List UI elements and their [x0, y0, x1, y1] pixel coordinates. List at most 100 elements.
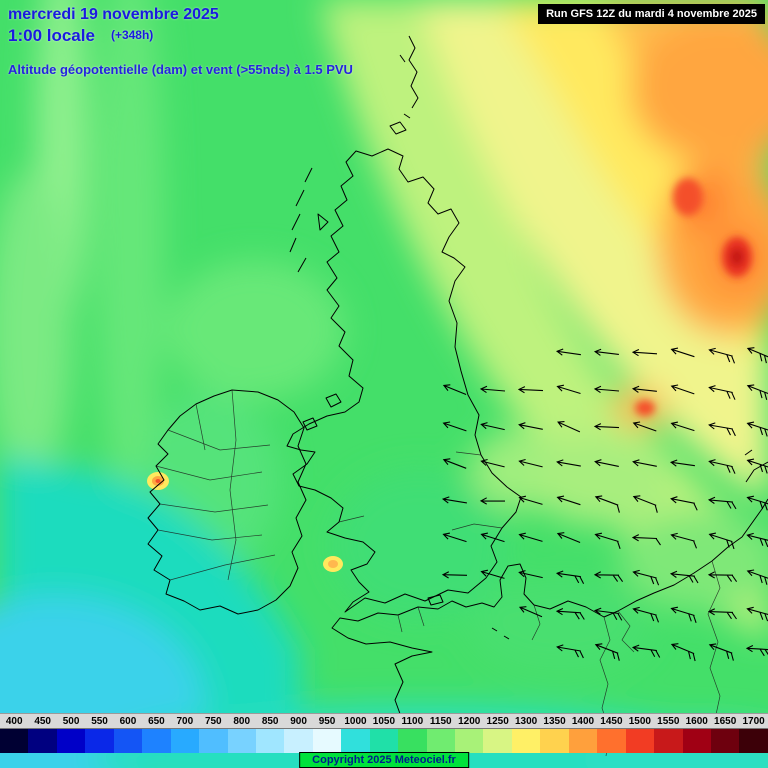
wind-arrow — [746, 458, 768, 474]
legend-value: 1250 — [486, 716, 509, 727]
wind-arrow — [670, 384, 695, 395]
wind-arrow — [480, 458, 505, 468]
wind-arrow — [480, 569, 505, 579]
legend-value: 1550 — [657, 716, 680, 727]
wind-arrow — [594, 643, 620, 661]
forecast-date: mercredi 19 novembre 2025 — [8, 6, 219, 23]
wind-arrow — [441, 496, 467, 504]
legend-color-cell — [597, 729, 626, 753]
legend-color-cell — [426, 729, 455, 753]
wind-arrow — [594, 532, 621, 549]
wind-arrow — [555, 348, 581, 356]
wind-arrow — [669, 459, 695, 467]
wind-arrow — [669, 570, 699, 584]
legend-color-cell — [568, 729, 598, 753]
wind-arrow — [707, 608, 737, 620]
wind-arrow — [556, 532, 581, 544]
wind-arrow — [746, 532, 768, 548]
wind-arrow — [555, 570, 585, 584]
wind-arrow — [518, 458, 543, 468]
wind-arrow — [670, 347, 695, 358]
model-run-info: Run GFS 12Z du mardi 4 novembre 2025 — [538, 4, 765, 24]
wind-arrow — [593, 607, 623, 621]
legend-color-cell — [56, 729, 86, 753]
legend-value: 1000 — [344, 716, 367, 727]
wind-arrow — [556, 644, 584, 659]
legend-color-cell — [398, 729, 427, 753]
wind-arrow — [631, 534, 661, 546]
legend-value: 700 — [176, 716, 194, 727]
legend-color-cell — [0, 729, 29, 753]
legend-value: 450 — [34, 716, 51, 727]
legend-value: 1350 — [543, 716, 566, 727]
legend-color-cell — [28, 729, 57, 753]
wind-arrow — [442, 384, 467, 396]
wind-arrow — [442, 421, 467, 432]
wind-arrow — [632, 606, 660, 623]
legend-color-cell — [341, 729, 370, 753]
legend-color-cell — [199, 729, 228, 753]
wind-arrow — [670, 421, 695, 432]
legend-value: 650 — [148, 716, 165, 727]
wind-arrow — [670, 532, 698, 549]
wind-arrow — [631, 644, 661, 658]
anomaly-spots — [147, 472, 343, 572]
wind-arrow — [594, 495, 620, 513]
wind-arrow — [631, 348, 658, 357]
legend-value: 500 — [62, 716, 80, 727]
wind-arrow — [557, 421, 581, 433]
legend-color-cell — [710, 729, 740, 753]
local-time: 1:00 locale — [8, 26, 95, 45]
legend-color-cell — [284, 729, 313, 753]
wind-arrow — [708, 385, 736, 400]
warm-core-spots — [635, 178, 752, 416]
wind-arrow — [593, 571, 624, 583]
wind-arrow — [670, 643, 696, 662]
wind-arrow — [746, 421, 768, 437]
wind-arrow — [746, 495, 768, 511]
map-parameter-title: Altitude géopotentielle (dam) et vent (>… — [8, 62, 353, 77]
wind-arrow — [746, 606, 768, 622]
legend-value: 600 — [119, 716, 137, 727]
wind-arrow — [518, 532, 543, 542]
wind-arrow — [708, 532, 735, 550]
wind-arrow — [518, 422, 543, 430]
legend-value: 850 — [261, 716, 279, 727]
legend-color-cell — [682, 729, 711, 753]
legend-value: 400 — [5, 716, 23, 727]
wind-arrow-field — [441, 347, 768, 662]
legend-color-cell — [170, 729, 200, 753]
legend-value-row: 400 450 500 550 600 650 700 750 800 850 900 950 1000… — [0, 713, 768, 728]
wind-arrow — [593, 423, 620, 431]
legend-color-cell — [369, 729, 399, 753]
legend-color-cell — [625, 729, 655, 753]
wind-arrow — [746, 384, 768, 400]
wind-arrow — [632, 459, 657, 467]
legend-value: 550 — [91, 716, 108, 727]
wind-arrow — [555, 607, 585, 620]
legend-color-cell — [455, 729, 484, 753]
wind-arrow — [707, 496, 737, 510]
wind-arrow — [518, 606, 543, 618]
legend-value: 1500 — [628, 716, 651, 727]
wind-arrow — [556, 459, 581, 467]
wind-arrow — [593, 385, 620, 394]
legend-value: 1400 — [571, 716, 595, 727]
copyright-badge: Copyright 2025 Meteociel.fr — [299, 752, 469, 768]
wind-arrow — [746, 347, 768, 364]
wind-arrow — [518, 570, 543, 579]
legend-color-cell — [113, 729, 143, 753]
wind-arrow — [707, 571, 738, 583]
legend-color-cell — [227, 729, 256, 753]
wind-arrow — [556, 384, 581, 395]
legend-value: 1050 — [372, 716, 396, 727]
wind-arrow — [632, 569, 660, 586]
coastlines — [147, 35, 768, 768]
legend-value: 1600 — [685, 716, 708, 727]
wind-arrow — [670, 606, 697, 623]
wind-arrow — [632, 495, 658, 513]
map-header: mercredi 19 novembre 2025 1:00 locale (+3… — [8, 6, 353, 77]
legend-value: 750 — [204, 716, 222, 727]
